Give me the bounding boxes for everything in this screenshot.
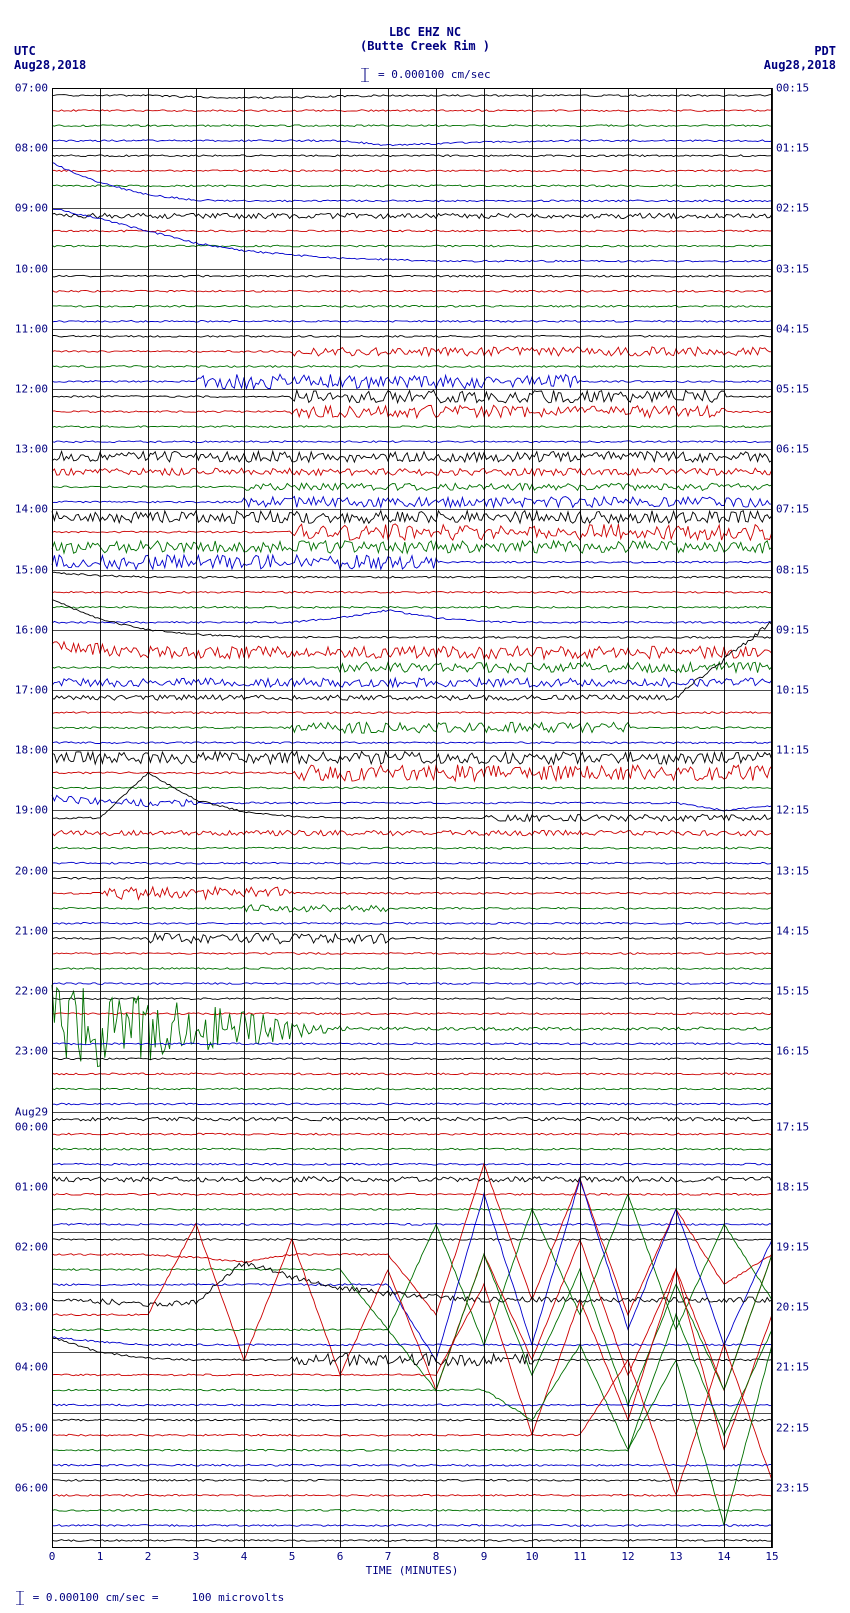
pdt-time-label: 11:15 xyxy=(776,744,809,757)
scale-bar-icon xyxy=(359,68,371,82)
pdt-time-label: 15:15 xyxy=(776,985,809,998)
pdt-time-label: 17:15 xyxy=(776,1120,809,1133)
utc-time-label: 03:00 xyxy=(15,1301,48,1314)
timezone-right: PDT xyxy=(814,44,836,58)
x-tick: 11 xyxy=(573,1550,586,1563)
x-axis-title: TIME (MINUTES) xyxy=(52,1564,772,1577)
footer-scale-text: = 0.000100 cm/sec = xyxy=(33,1591,159,1604)
pdt-time-label: 03:15 xyxy=(776,262,809,275)
timezone-left: UTC xyxy=(14,44,36,58)
utc-time-label: 16:00 xyxy=(15,623,48,636)
x-tick: 15 xyxy=(765,1550,778,1563)
utc-time-label: 01:00 xyxy=(15,1180,48,1193)
pdt-time-label: 10:15 xyxy=(776,684,809,697)
helicorder-page: LBC EHZ NC (Butte Creek Rim ) = 0.000100… xyxy=(0,0,850,1613)
x-tick: 10 xyxy=(525,1550,538,1563)
pdt-time-label: 09:15 xyxy=(776,623,809,636)
utc-time-label: 10:00 xyxy=(15,262,48,275)
pdt-time-label: 14:15 xyxy=(776,924,809,937)
pdt-time-label: 08:15 xyxy=(776,563,809,576)
utc-time-label: Aug29 xyxy=(15,1105,48,1118)
pdt-time-label: 01:15 xyxy=(776,142,809,155)
pdt-time-label: 00:15 xyxy=(776,82,809,95)
x-tick: 7 xyxy=(385,1550,392,1563)
scale-text: = 0.000100 cm/sec xyxy=(378,68,491,81)
utc-time-label: 08:00 xyxy=(15,142,48,155)
utc-time-label: 00:00 xyxy=(15,1120,48,1133)
pdt-time-label: 16:15 xyxy=(776,1045,809,1058)
station-id: LBC EHZ NC xyxy=(0,25,850,39)
utc-time-label: 18:00 xyxy=(15,744,48,757)
pdt-time-label: 19:15 xyxy=(776,1240,809,1253)
x-tick: 1 xyxy=(97,1550,104,1563)
utc-time-label: 22:00 xyxy=(15,985,48,998)
utc-time-label: 13:00 xyxy=(15,443,48,456)
scale-header: = 0.000100 cm/sec xyxy=(0,68,850,82)
pdt-time-label: 04:15 xyxy=(776,322,809,335)
pdt-time-label: 13:15 xyxy=(776,864,809,877)
pdt-time-label: 20:15 xyxy=(776,1301,809,1314)
x-tick: 4 xyxy=(241,1550,248,1563)
utc-time-label: 05:00 xyxy=(15,1421,48,1434)
pdt-time-label: 21:15 xyxy=(776,1361,809,1374)
date-right: Aug28,2018 xyxy=(764,58,836,72)
x-tick: 13 xyxy=(669,1550,682,1563)
pdt-time-label: 23:15 xyxy=(776,1481,809,1494)
plot-border xyxy=(52,88,772,1548)
footer-scale: = 0.000100 cm/sec = 100 microvolts xyxy=(14,1591,284,1605)
pdt-time-label: 07:15 xyxy=(776,503,809,516)
x-tick: 3 xyxy=(193,1550,200,1563)
date-left: Aug28,2018 xyxy=(14,58,86,72)
utc-time-label: 14:00 xyxy=(15,503,48,516)
utc-time-label: 15:00 xyxy=(15,563,48,576)
x-tick: 5 xyxy=(289,1550,296,1563)
x-tick: 6 xyxy=(337,1550,344,1563)
utc-time-label: 12:00 xyxy=(15,383,48,396)
footer-microvolts: 100 microvolts xyxy=(192,1591,285,1604)
utc-time-label: 19:00 xyxy=(15,804,48,817)
pdt-time-label: 12:15 xyxy=(776,804,809,817)
utc-time-label: 23:00 xyxy=(15,1045,48,1058)
x-tick: 12 xyxy=(621,1550,634,1563)
x-tick: 8 xyxy=(433,1550,440,1563)
plot-header: LBC EHZ NC (Butte Creek Rim ) xyxy=(0,25,850,53)
x-tick: 0 xyxy=(49,1550,56,1563)
station-location: (Butte Creek Rim ) xyxy=(0,39,850,53)
scale-bar-icon xyxy=(14,1591,26,1605)
utc-time-label: 09:00 xyxy=(15,202,48,215)
utc-time-label: 04:00 xyxy=(15,1361,48,1374)
x-tick: 2 xyxy=(145,1550,152,1563)
utc-time-label: 11:00 xyxy=(15,322,48,335)
helicorder-plot: TIME (MINUTES) 012345678910111213141507:… xyxy=(52,88,772,1548)
pdt-time-label: 05:15 xyxy=(776,383,809,396)
utc-time-label: 17:00 xyxy=(15,684,48,697)
pdt-time-label: 18:15 xyxy=(776,1180,809,1193)
x-tick: 14 xyxy=(717,1550,730,1563)
utc-time-label: 06:00 xyxy=(15,1481,48,1494)
pdt-time-label: 06:15 xyxy=(776,443,809,456)
pdt-time-label: 02:15 xyxy=(776,202,809,215)
utc-time-label: 07:00 xyxy=(15,82,48,95)
utc-time-label: 21:00 xyxy=(15,924,48,937)
x-tick: 9 xyxy=(481,1550,488,1563)
utc-time-label: 20:00 xyxy=(15,864,48,877)
utc-time-label: 02:00 xyxy=(15,1240,48,1253)
pdt-time-label: 22:15 xyxy=(776,1421,809,1434)
